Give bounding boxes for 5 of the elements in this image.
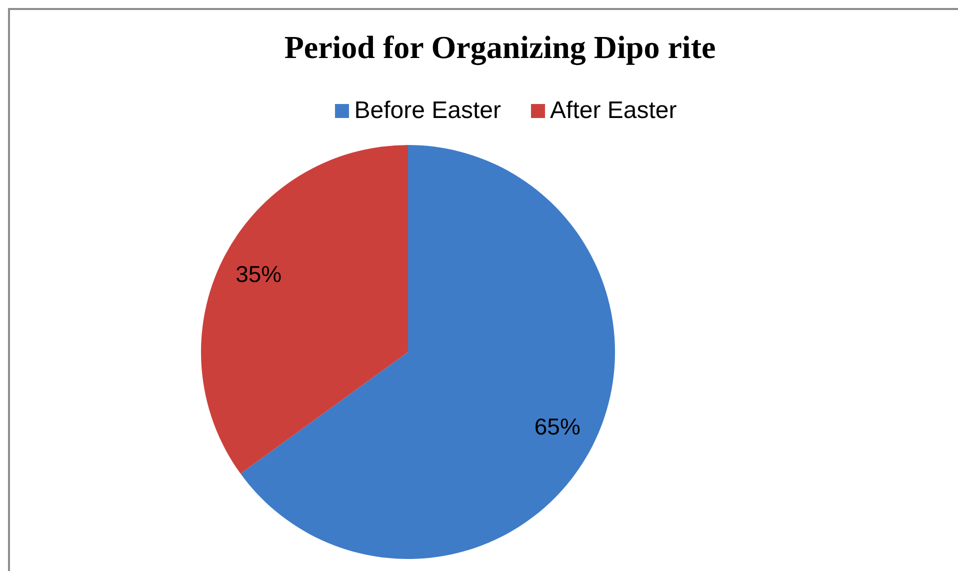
data-label: 65%	[534, 413, 580, 440]
chart-title: Period for Organizing Dipo rite	[283, 28, 717, 67]
legend-label: Before Easter	[354, 97, 502, 125]
legend-label: After Easter	[550, 97, 677, 125]
data-label: 35%	[236, 261, 282, 288]
